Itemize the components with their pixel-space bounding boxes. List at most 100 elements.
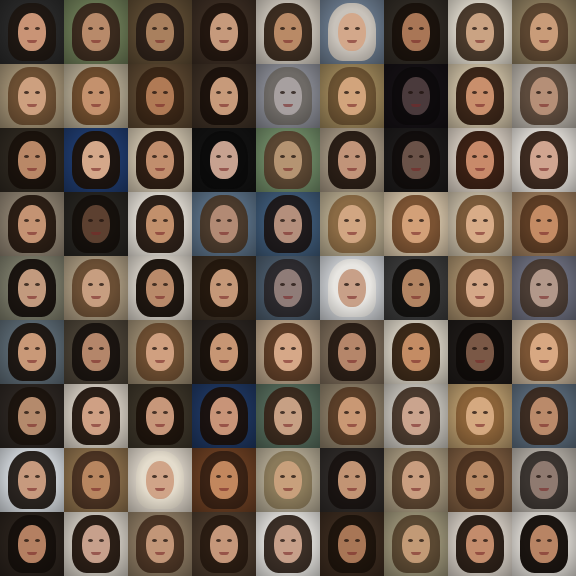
right-eye	[547, 27, 552, 30]
mouth	[91, 296, 101, 299]
face-shape	[82, 397, 110, 435]
right-eye	[291, 283, 296, 286]
right-eye	[355, 219, 360, 222]
right-eye	[227, 347, 232, 350]
vignette	[320, 512, 384, 576]
vignette	[0, 0, 64, 64]
right-eye	[419, 91, 424, 94]
mouth	[155, 552, 165, 555]
vignette	[0, 256, 64, 320]
left-eye	[472, 219, 477, 222]
mouth	[347, 488, 357, 491]
mouth	[27, 40, 37, 43]
face-shape	[210, 333, 238, 371]
mouth	[411, 360, 421, 363]
left-eye	[344, 91, 349, 94]
face-shape	[466, 205, 494, 243]
right-eye	[483, 219, 488, 222]
right-eye	[35, 27, 40, 30]
mouth	[155, 168, 165, 171]
vignette	[384, 0, 448, 64]
face-shape	[18, 525, 46, 563]
left-eye	[408, 155, 413, 158]
right-eye	[547, 539, 552, 542]
left-eye	[152, 411, 157, 414]
vignette	[192, 128, 256, 192]
face-tile	[512, 256, 576, 320]
face-tile	[0, 0, 64, 64]
right-eye	[355, 347, 360, 350]
right-eye	[355, 475, 360, 478]
face-shape	[210, 77, 238, 115]
vignette	[384, 256, 448, 320]
right-eye	[99, 347, 104, 350]
mouth	[411, 168, 421, 171]
face-tile	[256, 256, 320, 320]
left-eye	[280, 539, 285, 542]
vignette	[448, 128, 512, 192]
vignette	[384, 384, 448, 448]
right-eye	[35, 155, 40, 158]
vignette	[256, 448, 320, 512]
left-eye	[152, 91, 157, 94]
mouth	[27, 424, 37, 427]
vignette	[64, 384, 128, 448]
vignette	[128, 128, 192, 192]
left-eye	[24, 283, 29, 286]
left-eye	[472, 347, 477, 350]
vignette	[0, 128, 64, 192]
left-eye	[536, 283, 541, 286]
vignette	[64, 448, 128, 512]
left-eye	[472, 27, 477, 30]
face-shape	[210, 13, 238, 51]
face-shape	[82, 141, 110, 179]
vignette	[512, 0, 576, 64]
face-shape	[466, 77, 494, 115]
mouth	[27, 360, 37, 363]
right-eye	[483, 347, 488, 350]
face-shape	[338, 525, 366, 563]
mouth	[27, 296, 37, 299]
left-eye	[152, 27, 157, 30]
vignette	[320, 448, 384, 512]
face-shape	[18, 269, 46, 307]
mouth	[283, 296, 293, 299]
face-tile	[0, 64, 64, 128]
face-tile	[384, 0, 448, 64]
left-eye	[280, 27, 285, 30]
face-tile	[512, 64, 576, 128]
right-eye	[483, 91, 488, 94]
left-eye	[408, 475, 413, 478]
mouth	[283, 488, 293, 491]
face-tile	[64, 64, 128, 128]
left-eye	[536, 155, 541, 158]
right-eye	[547, 475, 552, 478]
vignette	[448, 64, 512, 128]
vignette	[64, 192, 128, 256]
right-eye	[355, 411, 360, 414]
mouth	[347, 552, 357, 555]
face-shape	[18, 205, 46, 243]
left-eye	[344, 411, 349, 414]
mouth	[283, 360, 293, 363]
left-eye	[472, 283, 477, 286]
left-eye	[152, 347, 157, 350]
left-eye	[152, 155, 157, 158]
right-eye	[419, 539, 424, 542]
face-shape	[402, 461, 430, 499]
face-shape	[274, 397, 302, 435]
face-shape	[466, 525, 494, 563]
face-tile	[320, 448, 384, 512]
face-tile	[256, 320, 320, 384]
face-tile	[64, 256, 128, 320]
face-tile	[64, 0, 128, 64]
mouth	[219, 424, 229, 427]
face-shape	[530, 397, 558, 435]
face-shape	[338, 141, 366, 179]
vignette	[256, 192, 320, 256]
face-shape	[146, 205, 174, 243]
vignette	[384, 64, 448, 128]
vignette	[448, 448, 512, 512]
face-shape	[210, 397, 238, 435]
right-eye	[547, 91, 552, 94]
